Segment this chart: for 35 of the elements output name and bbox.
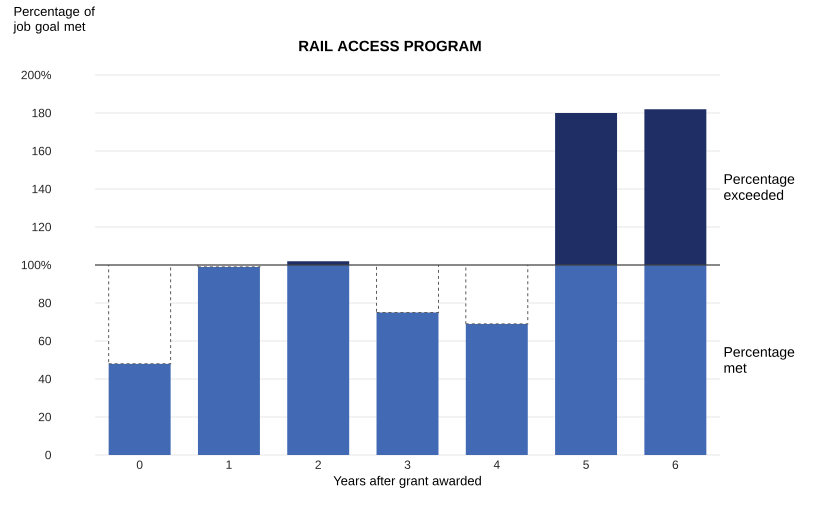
bar [108,264,172,364]
y-tick-label: 160 [32,146,52,156]
bar [466,324,528,455]
x-tick-label: 6 [672,460,678,469]
bar [108,364,171,455]
bar [376,264,439,313]
series-label: Percentage exceeded [724,174,794,200]
y-axis-title: Percentage of job goal met [13,6,95,34]
series-label: Percentage met [724,347,794,373]
y-tick-label: 20 [38,412,52,422]
bar [287,265,350,455]
y-tick-label: 40 [38,374,52,384]
x-tick-label: 5 [583,460,589,469]
bar [376,312,438,455]
y-tick-label: 120 [32,222,52,232]
y-tick-label: 180 [32,108,52,118]
chart-title: RAIL ACCESS PROGRAM [299,40,481,52]
y-tick-label: 200% [21,70,52,80]
y-tick-label: 100% [22,260,52,270]
x-tick-label: 1 [226,460,232,469]
x-axis-title: Years after grant awarded [334,476,481,488]
y-tick-label: 0 [45,450,52,460]
bar [555,112,618,265]
y-tick-label: 140 [32,184,52,194]
bar [555,265,618,455]
x-tick-label: 3 [404,460,410,469]
bar [198,266,260,455]
bar [644,265,706,455]
y-tick-label: 80 [38,298,52,308]
bar [465,264,528,324]
x-tick-label: 2 [315,460,321,469]
bar [644,109,706,265]
y-tick-label: 60 [38,336,52,346]
x-tick-label: 4 [494,460,500,469]
x-tick-label: 0 [136,460,143,469]
